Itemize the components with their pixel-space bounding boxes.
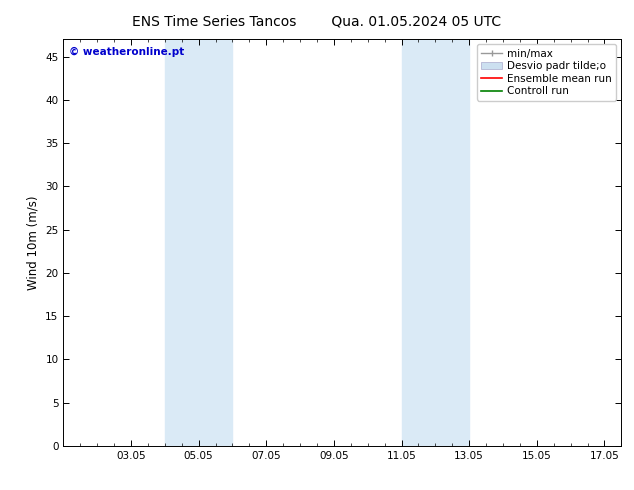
Text: ENS Time Series Tancos        Qua. 01.05.2024 05 UTC: ENS Time Series Tancos Qua. 01.05.2024 0… <box>133 15 501 29</box>
Bar <box>165 39 233 446</box>
Legend: min/max, Desvio padr tilde;o, Ensemble mean run, Controll run: min/max, Desvio padr tilde;o, Ensemble m… <box>477 45 616 100</box>
Y-axis label: Wind 10m (m/s): Wind 10m (m/s) <box>27 196 40 290</box>
Text: © weatheronline.pt: © weatheronline.pt <box>69 48 184 57</box>
Bar <box>401 39 469 446</box>
